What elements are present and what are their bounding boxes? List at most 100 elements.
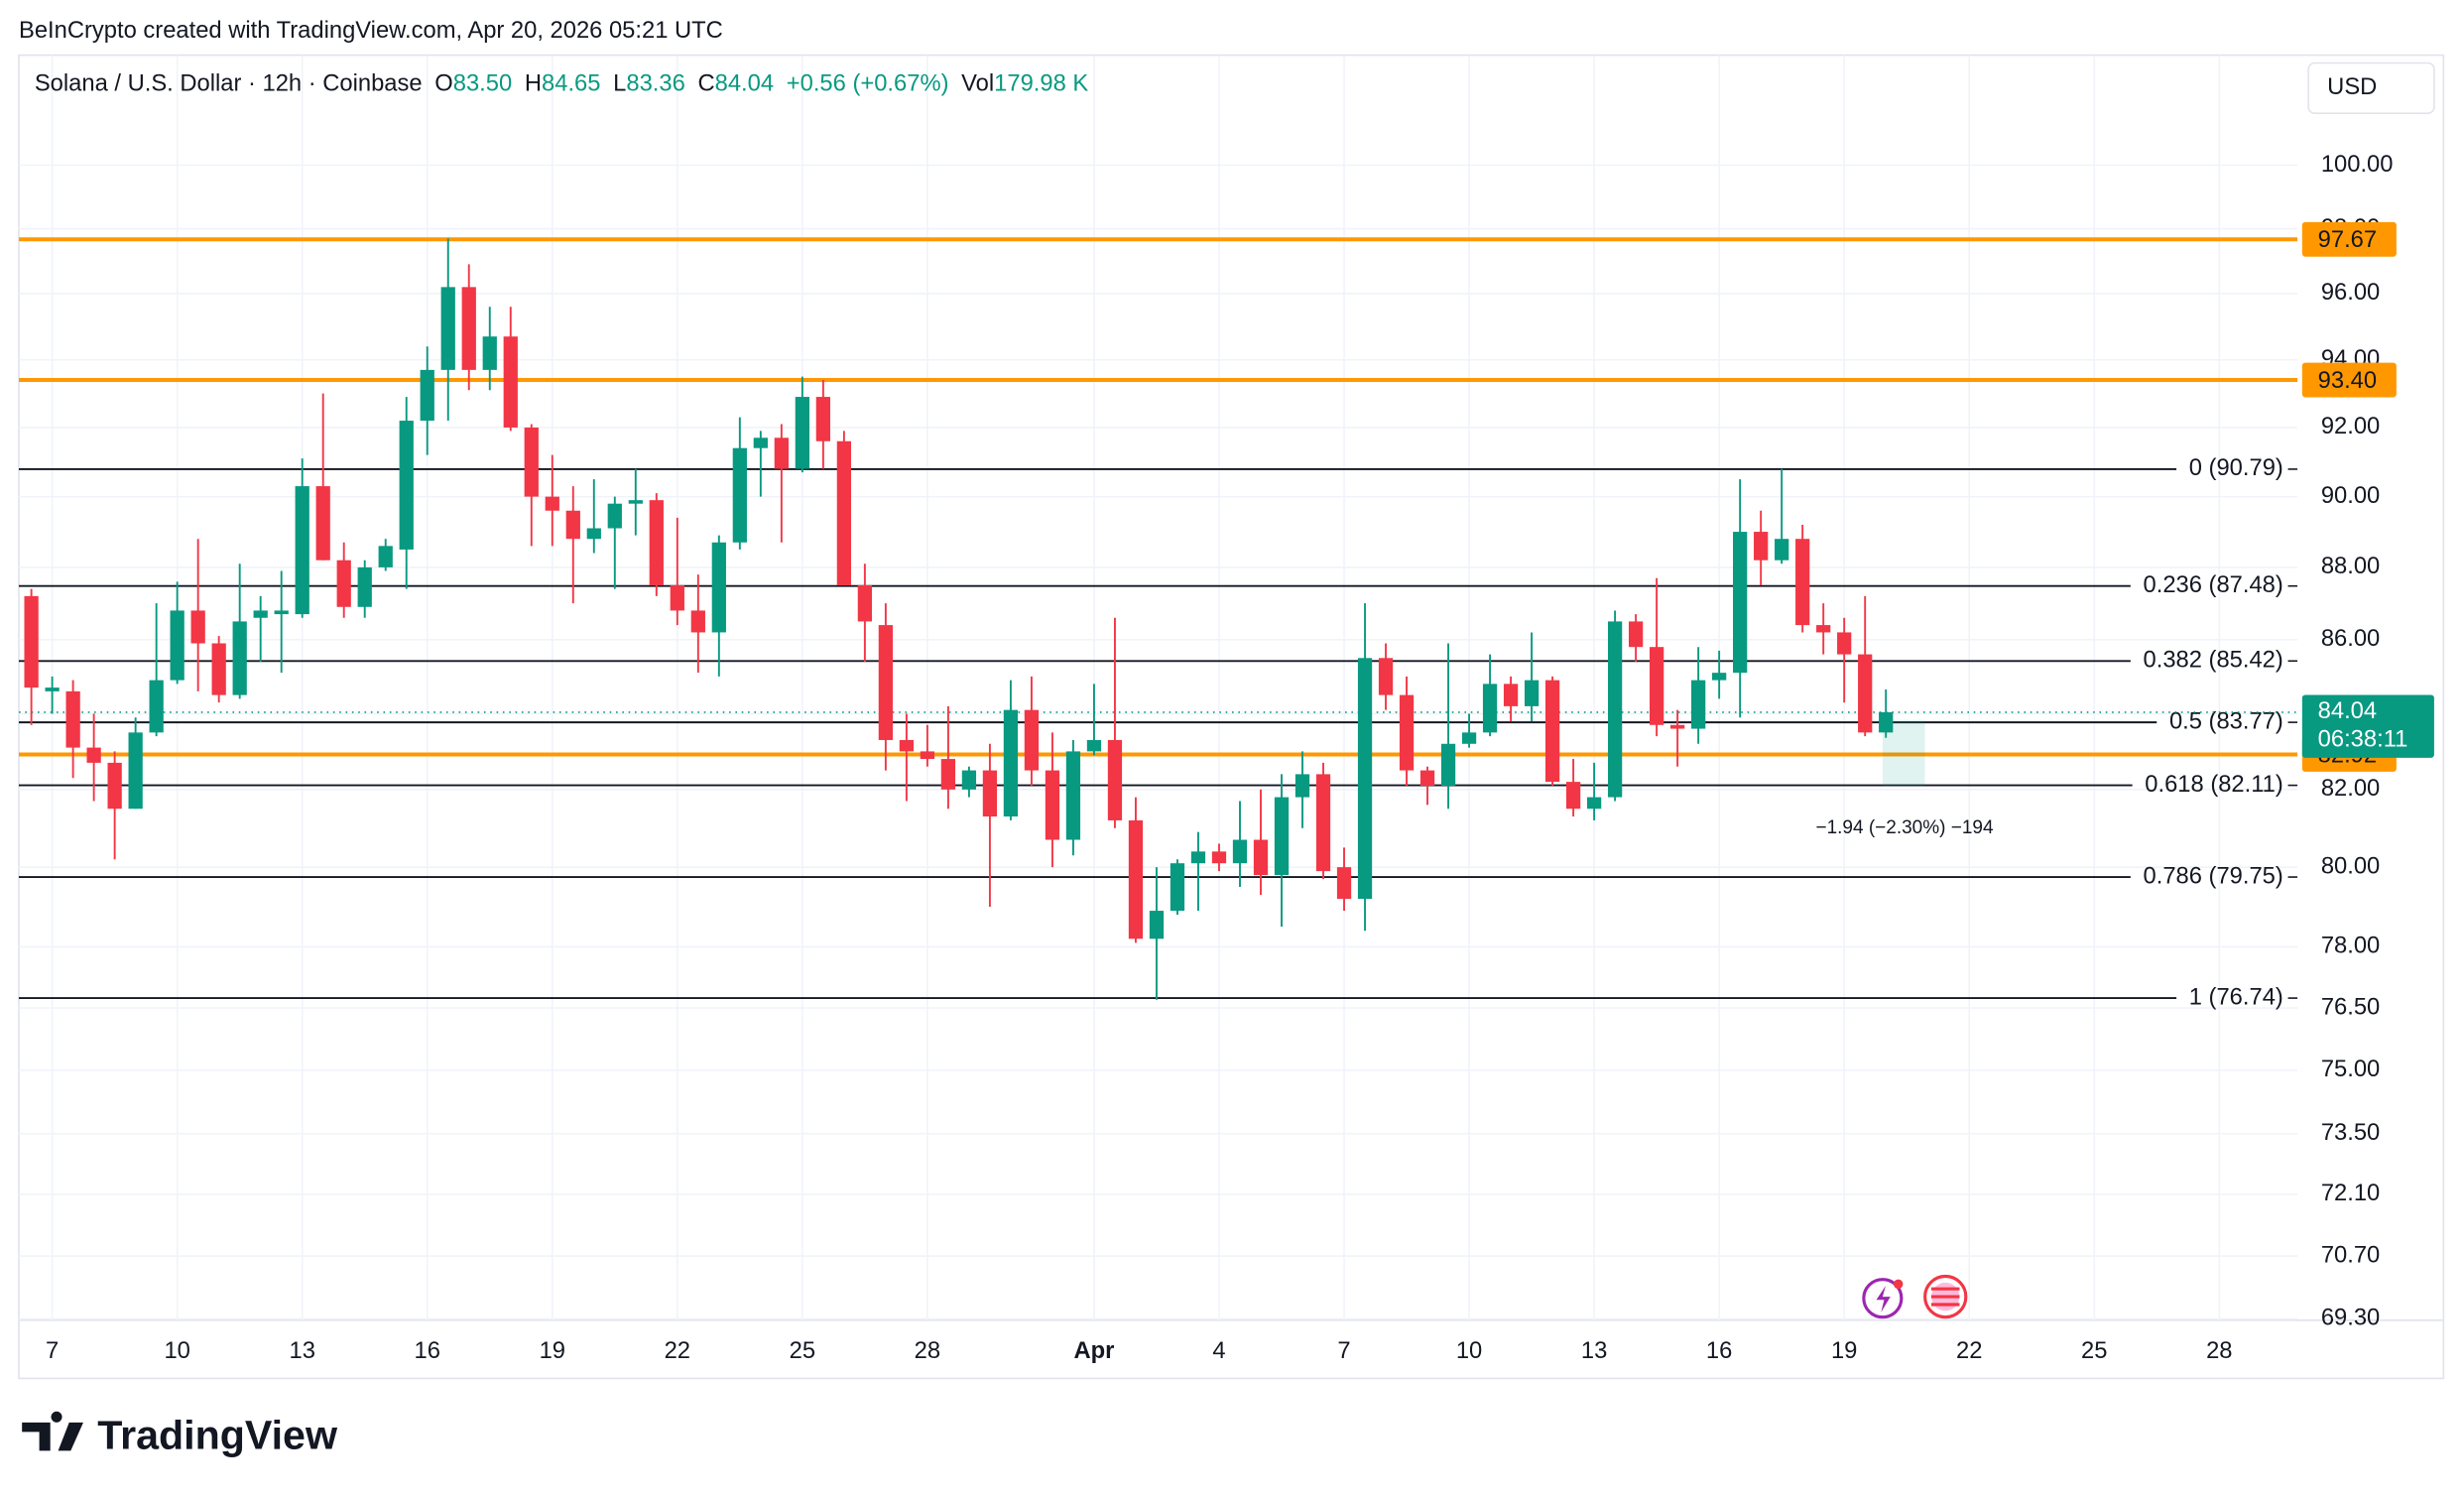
candle-body — [190, 610, 205, 644]
fib-label: 0.786 (79.75) — [2144, 862, 2283, 889]
candle-body — [1879, 711, 1894, 733]
candle-body — [1024, 709, 1040, 771]
candle-body — [690, 610, 705, 633]
candle-body — [1837, 632, 1852, 655]
x-tick-label: 28 — [2206, 1337, 2232, 1364]
currency[interactable]: USD — [2327, 73, 2377, 100]
x-tick-label: 22 — [665, 1337, 690, 1364]
candle-body — [1357, 658, 1373, 900]
x-tick-label: 13 — [289, 1337, 314, 1364]
fib-label: 1 (76.74) — [2189, 983, 2283, 1010]
candle-body — [1503, 684, 1519, 706]
brand: TradingView — [97, 1413, 338, 1458]
measure-label: −1.94 (−2.30%) −194 — [1815, 817, 1993, 838]
candle-body — [45, 687, 60, 691]
c-value: 84.04 — [715, 70, 774, 97]
level-badge — [2301, 362, 2397, 398]
candle-body — [232, 621, 247, 695]
candle-body — [1294, 774, 1310, 798]
candle-body — [1733, 532, 1748, 674]
candle-body — [1149, 911, 1165, 939]
candle-body — [1003, 709, 1019, 817]
candle-body — [107, 762, 122, 810]
candle-body — [65, 690, 80, 748]
last-price-label: 84.04 — [2318, 697, 2377, 724]
fib-label: 0.382 (85.42) — [2144, 647, 2283, 674]
candle-body — [336, 560, 351, 607]
currency-button[interactable] — [2307, 62, 2435, 114]
symbol: Solana / U.S. Dollar · 12h · Coinbase — [35, 70, 423, 97]
fib-label: 0.618 (82.11) — [2145, 771, 2283, 798]
candle-body — [1628, 621, 1644, 648]
l-label: L — [613, 70, 626, 97]
candle-body — [24, 595, 39, 688]
candle-body — [649, 500, 664, 585]
candle-body — [1775, 539, 1789, 561]
candle-body — [1795, 539, 1810, 626]
candle-body — [86, 747, 101, 763]
candle-body — [170, 610, 185, 681]
candle-body — [1754, 532, 1769, 561]
candle-body — [1461, 732, 1477, 744]
candle-body — [1858, 654, 1873, 733]
candle-body — [628, 500, 643, 504]
last-price-badge — [2301, 694, 2434, 758]
candle-body — [315, 486, 330, 561]
candle-body — [1378, 658, 1394, 695]
x-tick-label: 4 — [1212, 1337, 1225, 1364]
events-bolt — [1876, 1285, 1891, 1312]
candle-body — [1065, 751, 1081, 840]
y-tick-label: 76.50 — [2321, 993, 2380, 1020]
candle-body — [420, 369, 434, 422]
candle-body — [836, 440, 851, 585]
candle-body — [482, 336, 497, 370]
candle-body — [1691, 680, 1706, 729]
candle-body — [1211, 851, 1227, 864]
candle-body — [1232, 839, 1248, 864]
candle-body — [753, 437, 768, 448]
x-tick-label: Apr — [1073, 1337, 1114, 1364]
candle-body — [565, 510, 580, 540]
x-tick-label: 10 — [1456, 1337, 1482, 1364]
y-tick-label: 70.70 — [2321, 1241, 2380, 1268]
flag-stripes — [1930, 1287, 1960, 1307]
candle-body — [461, 287, 476, 370]
fib-label: 0 (90.79) — [2189, 454, 2283, 481]
candle-body — [1170, 863, 1185, 912]
candle-body — [815, 397, 830, 441]
candle-body — [1419, 770, 1435, 786]
candle-body — [1128, 819, 1144, 939]
change: +0.56 (+0.67%) — [787, 70, 949, 97]
level-badge-label: 97.67 — [2318, 226, 2377, 253]
candle-body — [920, 751, 935, 760]
countdown: 06:38:11 — [2318, 726, 2408, 753]
x-tick-label: 13 — [1581, 1337, 1607, 1364]
x-tick-label: 16 — [415, 1337, 440, 1364]
candle-body — [607, 503, 622, 529]
candle-body — [940, 759, 956, 790]
x-tick-label: 10 — [164, 1337, 189, 1364]
candle-body — [795, 397, 809, 469]
candle-body — [1274, 797, 1290, 876]
y-tick-label: 92.00 — [2321, 413, 2380, 439]
candle-body — [274, 610, 289, 615]
y-tick-label: 80.00 — [2321, 852, 2380, 879]
candle-body — [732, 447, 747, 543]
candle-body — [440, 287, 455, 370]
candle-body — [399, 421, 414, 550]
candle-body — [1336, 867, 1352, 900]
x-tick-label: 19 — [540, 1337, 565, 1364]
candle-body — [1565, 782, 1581, 810]
candle-body — [961, 770, 977, 790]
x-tick-label: 25 — [790, 1337, 815, 1364]
candle-body — [878, 625, 894, 740]
level-badge — [2301, 221, 2397, 257]
y-tick-label: 75.00 — [2321, 1056, 2380, 1082]
candle-body — [1440, 743, 1456, 786]
vol-label: Vol — [961, 70, 994, 97]
y-tick-label: 78.00 — [2321, 933, 2380, 959]
y-tick-label: 82.00 — [2321, 775, 2380, 802]
candle-body — [1544, 680, 1560, 783]
